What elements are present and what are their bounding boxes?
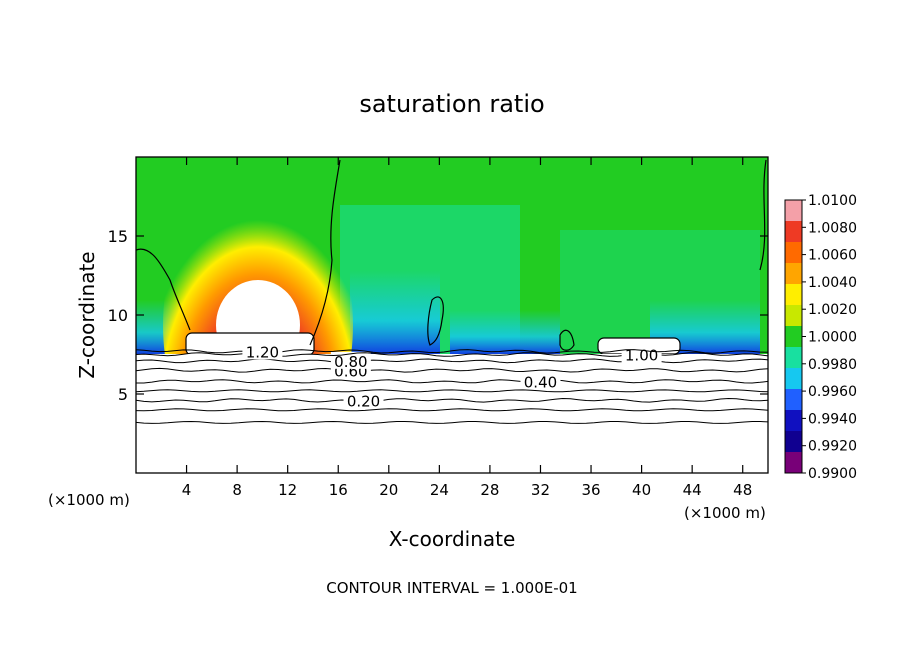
contour-label-bg bbox=[520, 372, 561, 390]
contour-label: 0.20 bbox=[347, 392, 380, 410]
colorbar-label: 0.9920 bbox=[808, 439, 857, 455]
contour-line bbox=[136, 349, 768, 354]
colorbar-label: 1.0040 bbox=[808, 275, 857, 291]
contour-line-minor bbox=[136, 420, 768, 424]
colorbar-label: 0.9960 bbox=[808, 384, 857, 400]
colorbar-swatch bbox=[785, 221, 802, 243]
heatmap-field bbox=[136, 157, 768, 473]
contour-line bbox=[136, 358, 768, 364]
x-tick-label: 12 bbox=[278, 481, 297, 499]
y-tick-label: 10 bbox=[108, 306, 128, 325]
contour-label: 0.80 bbox=[334, 353, 367, 371]
x-axis: 4 8 12 16 20 24 28 32 36 40 44 48 bbox=[182, 157, 752, 499]
y-axis-label: Z-coordinate bbox=[75, 251, 99, 378]
colorbar-label: 0.9980 bbox=[808, 357, 857, 373]
colorbar-label: 1.0080 bbox=[808, 220, 857, 236]
colorbar-swatch bbox=[785, 284, 802, 306]
colorbar: 1.0100 1.0080 1.0060 1.0040 1.0020 1.0000 0.99… bbox=[784, 193, 857, 482]
colorbar-label: 1.0000 bbox=[808, 330, 857, 346]
colorbar-swatch bbox=[785, 305, 802, 327]
contour-line-minor bbox=[136, 408, 768, 412]
contour-line bbox=[136, 367, 768, 373]
blue-band-mid bbox=[450, 310, 560, 354]
contour-label-bg bbox=[242, 342, 283, 360]
colorbar-swatch bbox=[785, 389, 802, 411]
x-tick-label: 40 bbox=[632, 481, 651, 499]
blue-band-center bbox=[350, 270, 440, 354]
colorbar-swatch bbox=[785, 263, 802, 285]
contour-label-bg bbox=[330, 351, 371, 369]
y-tick-label: 5 bbox=[118, 385, 128, 404]
x-tick-label: 16 bbox=[329, 481, 348, 499]
colorbar-label: 1.0100 bbox=[808, 193, 857, 209]
colorbar-label: 1.0060 bbox=[808, 248, 857, 264]
colorbar-swatch bbox=[785, 431, 802, 453]
contour-line bbox=[136, 397, 768, 403]
colorbar-swatch bbox=[785, 452, 802, 474]
x-tick-label: 32 bbox=[531, 481, 550, 499]
contour-label: 1.20 bbox=[246, 343, 279, 361]
colorbar-label: 0.9940 bbox=[808, 411, 857, 427]
colorbar-swatch bbox=[785, 200, 802, 222]
contour-left-boundary bbox=[136, 248, 191, 331]
contour-cell-24 bbox=[427, 296, 444, 346]
contour-interval-footer: CONTOUR INTERVAL = 1.000E-01 bbox=[326, 579, 577, 597]
x-axis-label: X-coordinate bbox=[389, 527, 516, 551]
x-tick-label: 24 bbox=[430, 481, 449, 499]
x-tick-label: 48 bbox=[733, 481, 752, 499]
y-tick-label: 15 bbox=[108, 227, 128, 246]
contour-label-bg bbox=[343, 391, 384, 409]
contour-cell-35 bbox=[559, 329, 575, 351]
x-tick-label: 36 bbox=[581, 481, 600, 499]
contour-right-boundary bbox=[759, 159, 767, 271]
x-tick-label: 44 bbox=[683, 481, 702, 499]
subcloud-layer bbox=[136, 354, 768, 473]
x-unit-left: (×1000 m) bbox=[48, 491, 130, 509]
colorbar-swatch bbox=[785, 368, 802, 390]
chart-title: saturation ratio bbox=[359, 90, 544, 118]
colorbar-label: 1.0020 bbox=[808, 302, 857, 318]
x-unit-right: (×1000 m) bbox=[684, 504, 766, 522]
colorbar-swatch bbox=[785, 326, 802, 348]
x-tick-label: 8 bbox=[232, 481, 242, 499]
colorbar-swatch bbox=[785, 347, 802, 369]
contour-line-minor bbox=[136, 389, 768, 393]
contour-central-boundary bbox=[309, 159, 341, 346]
colorbar-swatch bbox=[785, 410, 802, 432]
colorbar-label: 0.9900 bbox=[808, 466, 857, 482]
x-tick-label: 20 bbox=[379, 481, 398, 499]
contour-line bbox=[136, 379, 768, 384]
contour-layer: 0.200.400.600.80 1.001.20 bbox=[136, 342, 768, 424]
y-axis: 5 10 15 bbox=[108, 227, 768, 404]
x-tick-label: 4 bbox=[182, 481, 192, 499]
contour-line bbox=[136, 352, 768, 357]
colorbar-swatch bbox=[785, 242, 802, 264]
x-tick-label: 28 bbox=[480, 481, 499, 499]
contour-label: 0.40 bbox=[524, 373, 557, 391]
